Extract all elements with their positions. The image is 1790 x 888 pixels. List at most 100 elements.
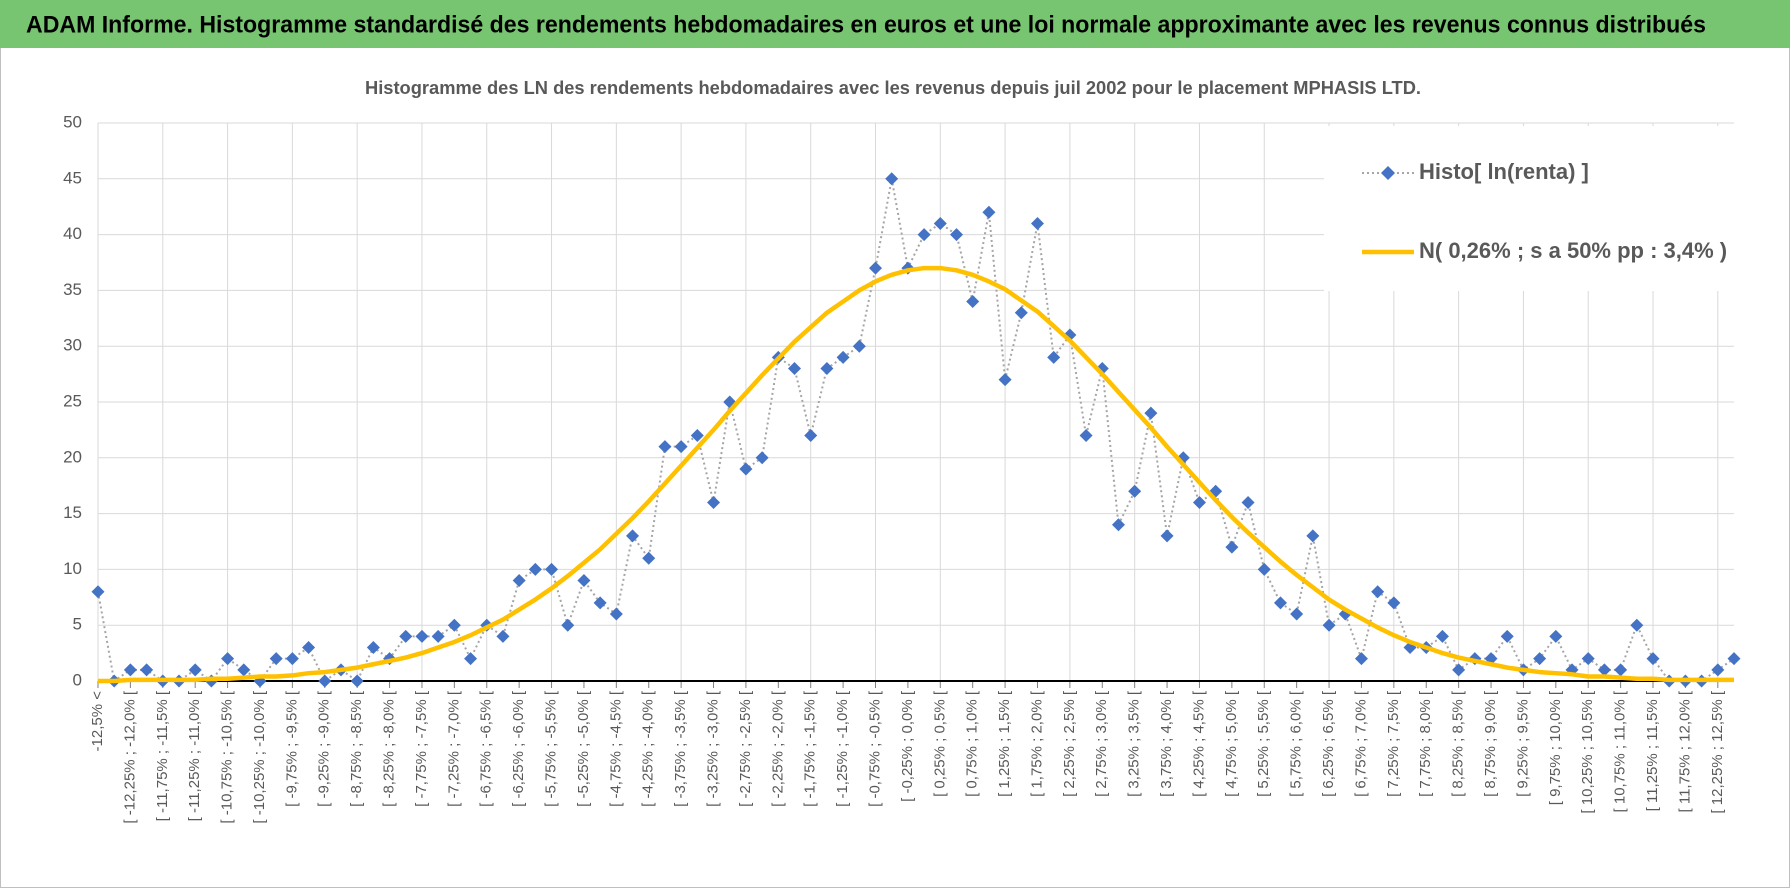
x-tick-label: [ -11,75% ; -11,5% [: [154, 690, 171, 821]
data-point: [496, 629, 510, 643]
data-point: [1371, 585, 1385, 599]
data-point: [237, 663, 251, 677]
plot-area: [91, 172, 1741, 688]
legend-box: [1324, 126, 1734, 291]
y-tick-label: 35: [63, 280, 82, 299]
x-tick-label: [ 11,25% ; 11,5% [: [1644, 690, 1661, 811]
x-tick-label: [ -4,75% ; -4,5% [: [607, 690, 624, 807]
data-point: [690, 428, 704, 442]
header-bar: [0, 0, 1790, 48]
data-point: [302, 641, 316, 655]
data-point: [577, 574, 591, 588]
data-point: [933, 216, 947, 230]
data-point: [966, 295, 980, 309]
data-point: [221, 652, 235, 666]
x-tick-label: [ 7,25% ; 7,5% [: [1385, 690, 1402, 797]
data-point: [626, 529, 640, 543]
x-tick-label: [ 5,25% ; 5,5% [: [1255, 690, 1272, 797]
data-point: [885, 172, 899, 186]
series-line: [98, 265, 1734, 684]
x-tick-label: [ 0,75% ; 1,0% [: [964, 690, 981, 797]
x-tick-label: [ 8,75% ; 9,0% [: [1482, 690, 1499, 797]
x-tick-label: [ -9,25% ; -9,0% [: [316, 690, 333, 807]
data-point: [820, 362, 834, 376]
data-point: [399, 629, 413, 643]
x-tick-label: [ -8,75% ; -8,5% [: [348, 690, 365, 807]
x-tick-label: [ -2,25% ; -2,0% [: [769, 690, 786, 807]
x-tick-label: [ 6,75% ; 7,0% [: [1352, 690, 1369, 797]
data-point: [1160, 529, 1174, 543]
data-point: [561, 618, 575, 632]
data-point: [318, 674, 332, 688]
data-point: [1290, 607, 1304, 621]
x-tick-label: [ -9,75% ; -9,5% [: [283, 690, 300, 807]
data-point: [1225, 540, 1239, 554]
x-tick-label: [ 11,75% ; 12,0% [: [1676, 690, 1693, 812]
data-point: [1192, 495, 1206, 509]
data-point: [188, 663, 202, 677]
data-point: [1387, 596, 1401, 610]
x-tick-label: [ 1,25% ; 1,5% [: [996, 690, 1013, 797]
x-tick-label: [ -6,25% ; -6,0% [: [510, 690, 527, 807]
data-point: [431, 629, 445, 643]
data-point: [949, 228, 963, 242]
y-tick-label: 45: [63, 168, 82, 187]
x-tick-label: [ -8,25% ; -8,0% [: [381, 690, 398, 807]
y-tick-label: 10: [63, 559, 82, 578]
data-point: [609, 607, 623, 621]
x-tick-label: [ -4,25% ; -4,0% [: [640, 690, 657, 807]
y-tick-label: 20: [63, 447, 82, 466]
data-point: [512, 574, 526, 588]
x-tick-label: [ -5,75% ; -5,5% [: [543, 690, 560, 807]
y-tick-label: 40: [63, 224, 82, 243]
x-tick-label: [ 4,25% ; 4,5% [: [1190, 690, 1207, 797]
y-tick-label: 15: [63, 503, 82, 522]
data-point: [1727, 652, 1741, 666]
x-tick-label: [ 9,25% ; 9,5% [: [1514, 690, 1531, 797]
data-point: [642, 551, 656, 565]
data-point: [140, 663, 154, 677]
data-point: [1128, 484, 1142, 498]
x-tick-label: [ 9,75% ; 10,0% [: [1547, 690, 1564, 805]
data-point: [1354, 652, 1368, 666]
x-tick-label: [ 4,75% ; 5,0% [: [1223, 690, 1240, 797]
data-point: [1306, 529, 1320, 543]
x-tick-label: [ -6,75% ; -6,5% [: [478, 690, 495, 807]
legend: Histo[ ln(renta) ] N( 0,26% ; s a 50% pp …: [1324, 126, 1734, 291]
x-tick-label: [ -12,25% ; -12,0% [: [121, 690, 138, 823]
y-tick-label: 50: [63, 112, 82, 131]
legend-label: N( 0,26% ; s a 50% pp : 3,4% ): [1419, 238, 1727, 263]
data-point: [869, 261, 883, 275]
x-tick-label: -12,5% <: [89, 691, 106, 752]
data-point: [123, 663, 137, 677]
x-tick-label: [ -10,25% ; -10,0% [: [251, 690, 268, 823]
data-point: [1435, 629, 1449, 643]
data-point: [674, 440, 688, 454]
y-tick-label: 30: [63, 336, 82, 355]
data-point: [593, 596, 607, 610]
x-tick-label: [ -1,25% ; -1,0% [: [834, 690, 851, 807]
data-point: [1533, 652, 1547, 666]
x-tick-label: [ -7,25% ; -7,0% [: [445, 690, 462, 807]
data-point: [836, 350, 850, 364]
chart-subtitle: Histogramme des LN des rendements hebdom…: [365, 78, 1421, 98]
y-tick-label: 5: [73, 615, 82, 634]
x-tick-label: [ 7,75% ; 8,0% [: [1417, 690, 1434, 797]
data-point: [1047, 350, 1061, 364]
x-tick-label: [ 10,75% ; 11,0% [: [1612, 690, 1629, 812]
data-point: [755, 451, 769, 465]
data-point: [1630, 618, 1644, 632]
data-point: [804, 428, 818, 442]
data-point: [1597, 663, 1611, 677]
grid: 0 5 10 15 20 25 30 35 40 45 50 -12,5% < [ -12,25% ; …: [63, 112, 1734, 824]
data-point: [350, 674, 364, 688]
data-point: [366, 641, 380, 655]
data-point: [1273, 596, 1287, 610]
legend-marker: [1381, 166, 1395, 180]
x-tick-label: [ 6,25% ; 6,5% [: [1320, 690, 1337, 797]
data-point: [658, 440, 672, 454]
data-point: [415, 629, 429, 643]
x-tick-label: [ 0,25% ; 0,5% [: [931, 690, 948, 797]
data-point: [464, 652, 478, 666]
x-tick-label: [ -10,75% ; -10,5% [: [219, 690, 236, 823]
